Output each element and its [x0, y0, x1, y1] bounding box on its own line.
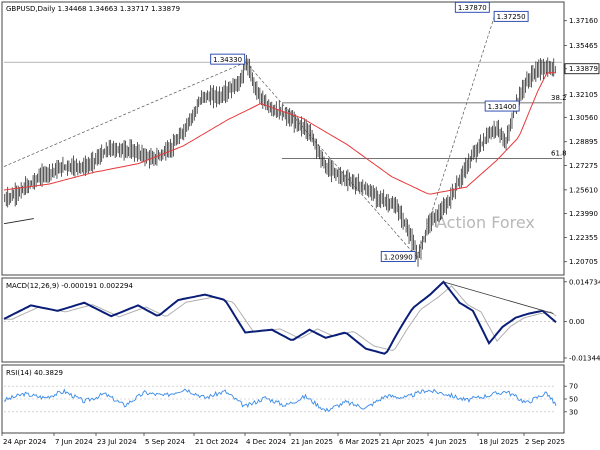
price-annotation-box	[380, 251, 416, 262]
rsi-panel: RSI(14) 40.3829 70 50 30	[1, 364, 578, 434]
rsi-line	[3, 388, 557, 412]
price-trendlines	[3, 10, 497, 258]
macd-panel: MACD(12,26,9) -0.000191 0.002294 0.01473…	[1, 277, 600, 363]
x-tick-label: 18 Jul 2025	[479, 438, 519, 446]
rsi-panel-header: RSI(14) 40.3829	[6, 369, 63, 377]
price-annotation-label: 1.37250	[497, 13, 526, 21]
x-tick-label: 23 Jul 2024	[97, 438, 137, 446]
x-tick-label: 21 Jan 2025	[291, 438, 333, 446]
price-panel-header: GBPUSD,Daily 1.34468 1.34663 1.33717 1.3…	[6, 5, 180, 13]
price-panel: GBPUSD,Daily 1.34468 1.34663 1.33717 1.3…	[1, 1, 600, 276]
fib-level-label: 38.2	[551, 94, 567, 102]
macd-signal-line	[4, 285, 557, 352]
price-bars	[4, 54, 556, 267]
price-annotation-box	[484, 100, 520, 112]
price-y-tick-label: 1.22355	[569, 234, 598, 242]
price-y-tick-label: 1.32105	[569, 91, 598, 99]
price-annotations: 1.34330 1.20990 1.37870 1.37250 1.31400	[210, 1, 529, 262]
price-y-axis: 1.37160 1.35465 1.33879 1.32105 1.30560 1.288…	[564, 17, 600, 266]
x-tick-label: 4 Jun 2025	[429, 438, 467, 446]
x-tick-label: 2 Sep 2025	[525, 438, 565, 446]
macd-panel-frame	[1, 277, 565, 363]
x-tick-label: 21 Oct 2024	[195, 438, 239, 446]
price-panel-frame	[1, 1, 565, 276]
watermark: Action Forex	[436, 213, 535, 232]
price-annotation-label: 1.34330	[213, 56, 242, 64]
macd-y-tick-label: 0.00	[569, 318, 585, 326]
fib-level-label: 61.8	[551, 150, 567, 158]
macd-y-tick-label: -0.013442	[569, 354, 600, 362]
price-y-tick-label: 1.23990	[569, 210, 598, 218]
rsi-y-axis: 70 50 30	[564, 383, 578, 416]
macd-trendline	[443, 281, 554, 314]
macd-line	[3, 280, 557, 355]
price-y-tick-label: 1.20705	[569, 258, 598, 266]
macd-panel-header: MACD(12,26,9) -0.000191 0.002294	[6, 282, 133, 290]
x-tick-label: 21 Apr 2025	[381, 438, 424, 446]
price-y-tick-label: 1.37160	[569, 17, 598, 25]
moving-average-line	[3, 72, 556, 195]
price-y-tick-label: 1.30560	[569, 114, 598, 122]
price-y-tick-label: 1.33879	[569, 65, 598, 73]
price-annotation-label: 1.37870	[458, 4, 487, 12]
price-trendline	[3, 61, 246, 167]
price-trendline	[416, 10, 497, 258]
rsi-y-tick-label: 50	[569, 396, 578, 404]
macd-y-tick-label: 0.014734	[569, 278, 600, 286]
x-tick-label: 6 Mar 2025	[339, 438, 379, 446]
price-trendline	[3, 218, 34, 225]
rsi-y-tick-label: 70	[569, 383, 578, 391]
x-tick-label: 4 Dec 2024	[246, 438, 287, 446]
price-y-tick-label: 1.35465	[569, 42, 598, 50]
x-tick-label: 24 Apr 2024	[3, 438, 47, 446]
price-y-tick-label: 1.27275	[569, 162, 598, 170]
price-annotation-label: 1.20990	[384, 253, 413, 261]
price-annotation-box	[493, 10, 529, 22]
price-annotation-box	[454, 1, 490, 13]
x-axis: 24 Apr 2024 7 Jun 2024 23 Jul 2024 5 Sep 20…	[1, 433, 565, 446]
price-y-tick-label: 1.28895	[569, 138, 598, 146]
x-tick-label: 5 Sep 2024	[145, 438, 185, 446]
rsi-y-tick-label: 30	[569, 408, 578, 416]
macd-y-axis: 0.014734 0.00 -0.013442	[564, 278, 600, 362]
price-annotation-label: 1.31400	[488, 103, 517, 111]
x-tick-label: 7 Jun 2024	[55, 438, 93, 446]
price-trendline	[245, 61, 418, 258]
price-annotation-box	[210, 53, 246, 65]
price-y-tick-label: 1.25610	[569, 186, 598, 194]
